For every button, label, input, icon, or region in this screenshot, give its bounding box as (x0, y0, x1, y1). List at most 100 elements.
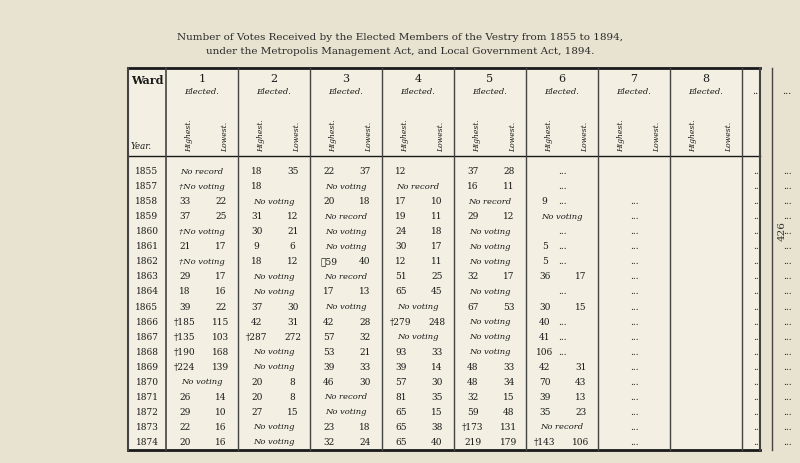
Text: ...: ... (782, 212, 791, 221)
Text: ...: ... (630, 393, 638, 402)
Text: 23: 23 (575, 408, 586, 417)
Text: 5: 5 (542, 257, 548, 266)
Text: 57: 57 (323, 332, 334, 342)
Text: 59: 59 (467, 408, 478, 417)
Text: Highest.: Highest. (689, 119, 697, 152)
Text: 12: 12 (287, 257, 298, 266)
Text: 106: 106 (536, 348, 554, 357)
Text: 9: 9 (254, 242, 259, 251)
Text: 1865: 1865 (135, 302, 158, 312)
Text: No voting: No voting (542, 213, 582, 221)
Text: †No voting: †No voting (179, 228, 225, 236)
Text: 1866: 1866 (135, 318, 158, 326)
Text: No voting: No voting (470, 258, 510, 266)
Text: Highest.: Highest. (401, 119, 409, 152)
Text: ...: ... (630, 423, 638, 432)
Text: 32: 32 (467, 272, 478, 282)
Text: †279: †279 (390, 318, 411, 326)
Text: 8: 8 (290, 393, 295, 402)
Text: ...: ... (630, 363, 638, 372)
Text: 51: 51 (395, 272, 406, 282)
Text: Elected.: Elected. (689, 88, 723, 96)
Text: 32: 32 (323, 438, 334, 447)
Text: Elected.: Elected. (185, 88, 219, 96)
Text: No record: No record (325, 393, 367, 401)
Text: 28: 28 (359, 318, 370, 326)
Text: Highest.: Highest. (545, 119, 553, 152)
Text: 1861: 1861 (135, 242, 158, 251)
Text: 12: 12 (395, 257, 406, 266)
Text: 272: 272 (284, 332, 302, 342)
Text: ...: ... (753, 182, 762, 191)
Text: No voting: No voting (470, 243, 510, 251)
Text: 32: 32 (467, 393, 478, 402)
Text: 30: 30 (287, 302, 298, 312)
Text: 1869: 1869 (135, 363, 158, 372)
Text: 11: 11 (503, 182, 514, 191)
Text: ...: ... (782, 197, 791, 206)
Text: ...: ... (630, 318, 638, 326)
Text: ...: ... (630, 332, 638, 342)
Text: ...: ... (558, 332, 566, 342)
Text: 8: 8 (702, 74, 710, 84)
Text: 34: 34 (503, 378, 514, 387)
Text: 43: 43 (575, 378, 586, 387)
Text: Elected.: Elected. (545, 88, 579, 96)
Text: 1867: 1867 (135, 332, 158, 342)
Text: Elected.: Elected. (401, 88, 435, 96)
Bar (128, 68, 760, 450)
Text: ...: ... (782, 182, 791, 191)
Text: ...: ... (558, 348, 566, 357)
Text: ...: ... (753, 438, 762, 447)
Text: 15: 15 (287, 408, 298, 417)
Text: ...: ... (630, 288, 638, 296)
Text: No voting: No voting (326, 228, 366, 236)
Text: 17: 17 (431, 242, 442, 251)
Text: 31: 31 (251, 212, 262, 221)
Text: ...: ... (753, 288, 762, 296)
Text: 1870: 1870 (135, 378, 158, 387)
Text: 53: 53 (323, 348, 334, 357)
Text: ...: ... (753, 197, 762, 206)
Text: Number of Votes Received by the Elected Members of the Vestry from 1855 to 1894,: Number of Votes Received by the Elected … (177, 33, 623, 43)
Text: 31: 31 (287, 318, 298, 326)
Text: No voting: No voting (470, 318, 510, 326)
Text: 115: 115 (212, 318, 230, 326)
Text: 18: 18 (431, 227, 442, 236)
Text: Highest.: Highest. (473, 119, 481, 152)
Text: ...: ... (782, 227, 791, 236)
Text: Lowest.: Lowest. (581, 122, 589, 152)
Text: ...: ... (630, 197, 638, 206)
Text: †190: †190 (174, 348, 195, 357)
Text: ...: ... (558, 242, 566, 251)
Text: 31: 31 (575, 363, 586, 372)
Text: 1863: 1863 (135, 272, 158, 282)
Text: 40: 40 (539, 318, 550, 326)
Text: ...: ... (753, 348, 762, 357)
Text: Elected.: Elected. (329, 88, 363, 96)
Text: Lowest.: Lowest. (509, 122, 517, 152)
Text: No voting: No voting (254, 348, 294, 356)
Text: 53: 53 (503, 302, 514, 312)
Text: Highest.: Highest. (617, 119, 625, 152)
Text: †No voting: †No voting (179, 258, 225, 266)
Text: ...: ... (558, 182, 566, 191)
Text: No record: No record (541, 424, 583, 432)
Text: †224: †224 (174, 363, 195, 372)
Text: 106: 106 (572, 438, 590, 447)
Text: Lowest.: Lowest. (653, 122, 661, 152)
Text: 11: 11 (431, 212, 442, 221)
Text: ...: ... (782, 363, 791, 372)
Text: 29: 29 (467, 212, 478, 221)
Text: 1855: 1855 (135, 167, 158, 176)
Text: 67: 67 (467, 302, 478, 312)
Text: 179: 179 (500, 438, 518, 447)
Text: 21: 21 (287, 227, 298, 236)
Text: 20: 20 (251, 393, 262, 402)
Text: 16: 16 (215, 438, 226, 447)
Text: 33: 33 (431, 348, 442, 357)
Text: 35: 35 (431, 393, 442, 402)
Text: ⁙59: ⁙59 (320, 257, 338, 266)
Text: 42: 42 (539, 363, 550, 372)
Text: 28: 28 (503, 167, 514, 176)
